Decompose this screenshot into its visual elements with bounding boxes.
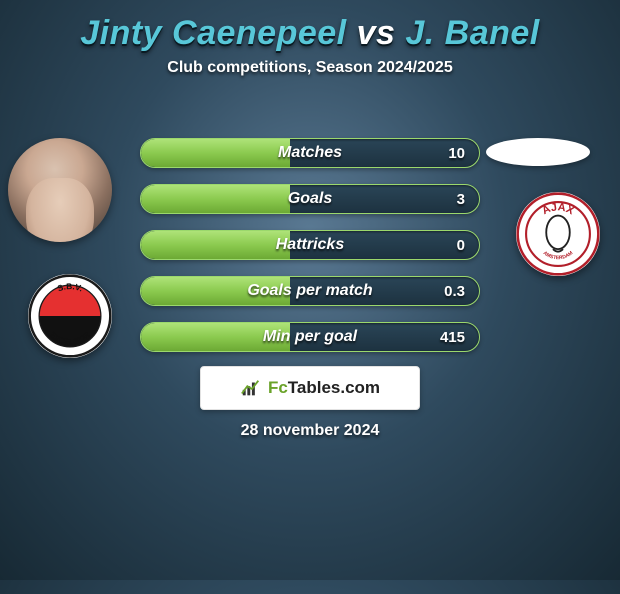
brand-prefix: Fc [268, 378, 288, 397]
bar-goals-per-match: Goals per match 0.3 [140, 276, 480, 306]
excelsior-icon: S.B.V. EXCELSIOR [28, 274, 112, 358]
player2-name: J. Banel [405, 14, 539, 52]
bar-value: 10 [448, 139, 465, 167]
player1-avatar [8, 138, 112, 242]
comparison-title: Jinty Caenepeel vs J. Banel [0, 14, 620, 53]
bar-label: Hattricks [141, 231, 479, 259]
bar-matches: Matches 10 [140, 138, 480, 168]
bar-min-per-goal: Min per goal 415 [140, 322, 480, 352]
bar-label: Goals per match [141, 277, 479, 305]
snapshot-date: 28 november 2024 [0, 422, 620, 440]
stats-bars: Matches 10 Goals 3 Hattricks 0 Goals per… [140, 138, 480, 368]
player2-avatar [486, 138, 590, 166]
player2-club-badge: AJAX AMSTERDAM [516, 192, 600, 276]
chart-icon [240, 377, 262, 399]
brand-text: FcTables.com [268, 378, 380, 398]
bar-label: Matches [141, 139, 479, 167]
bar-value: 0 [457, 231, 465, 259]
player1-name: Jinty Caenepeel [80, 14, 346, 52]
brand-box: FcTables.com [200, 366, 420, 410]
bar-hattricks: Hattricks 0 [140, 230, 480, 260]
bar-label: Goals [141, 185, 479, 213]
bar-label: Min per goal [141, 323, 479, 351]
bar-value: 0.3 [444, 277, 465, 305]
bar-value: 415 [440, 323, 465, 351]
brand-suffix: Tables.com [288, 378, 380, 397]
player1-club-badge: S.B.V. EXCELSIOR [28, 274, 112, 358]
bar-goals: Goals 3 [140, 184, 480, 214]
vs-separator: vs [357, 14, 396, 52]
bar-value: 3 [457, 185, 465, 213]
ajax-icon: AJAX AMSTERDAM [516, 192, 600, 276]
season-subtitle: Club competitions, Season 2024/2025 [0, 59, 620, 77]
